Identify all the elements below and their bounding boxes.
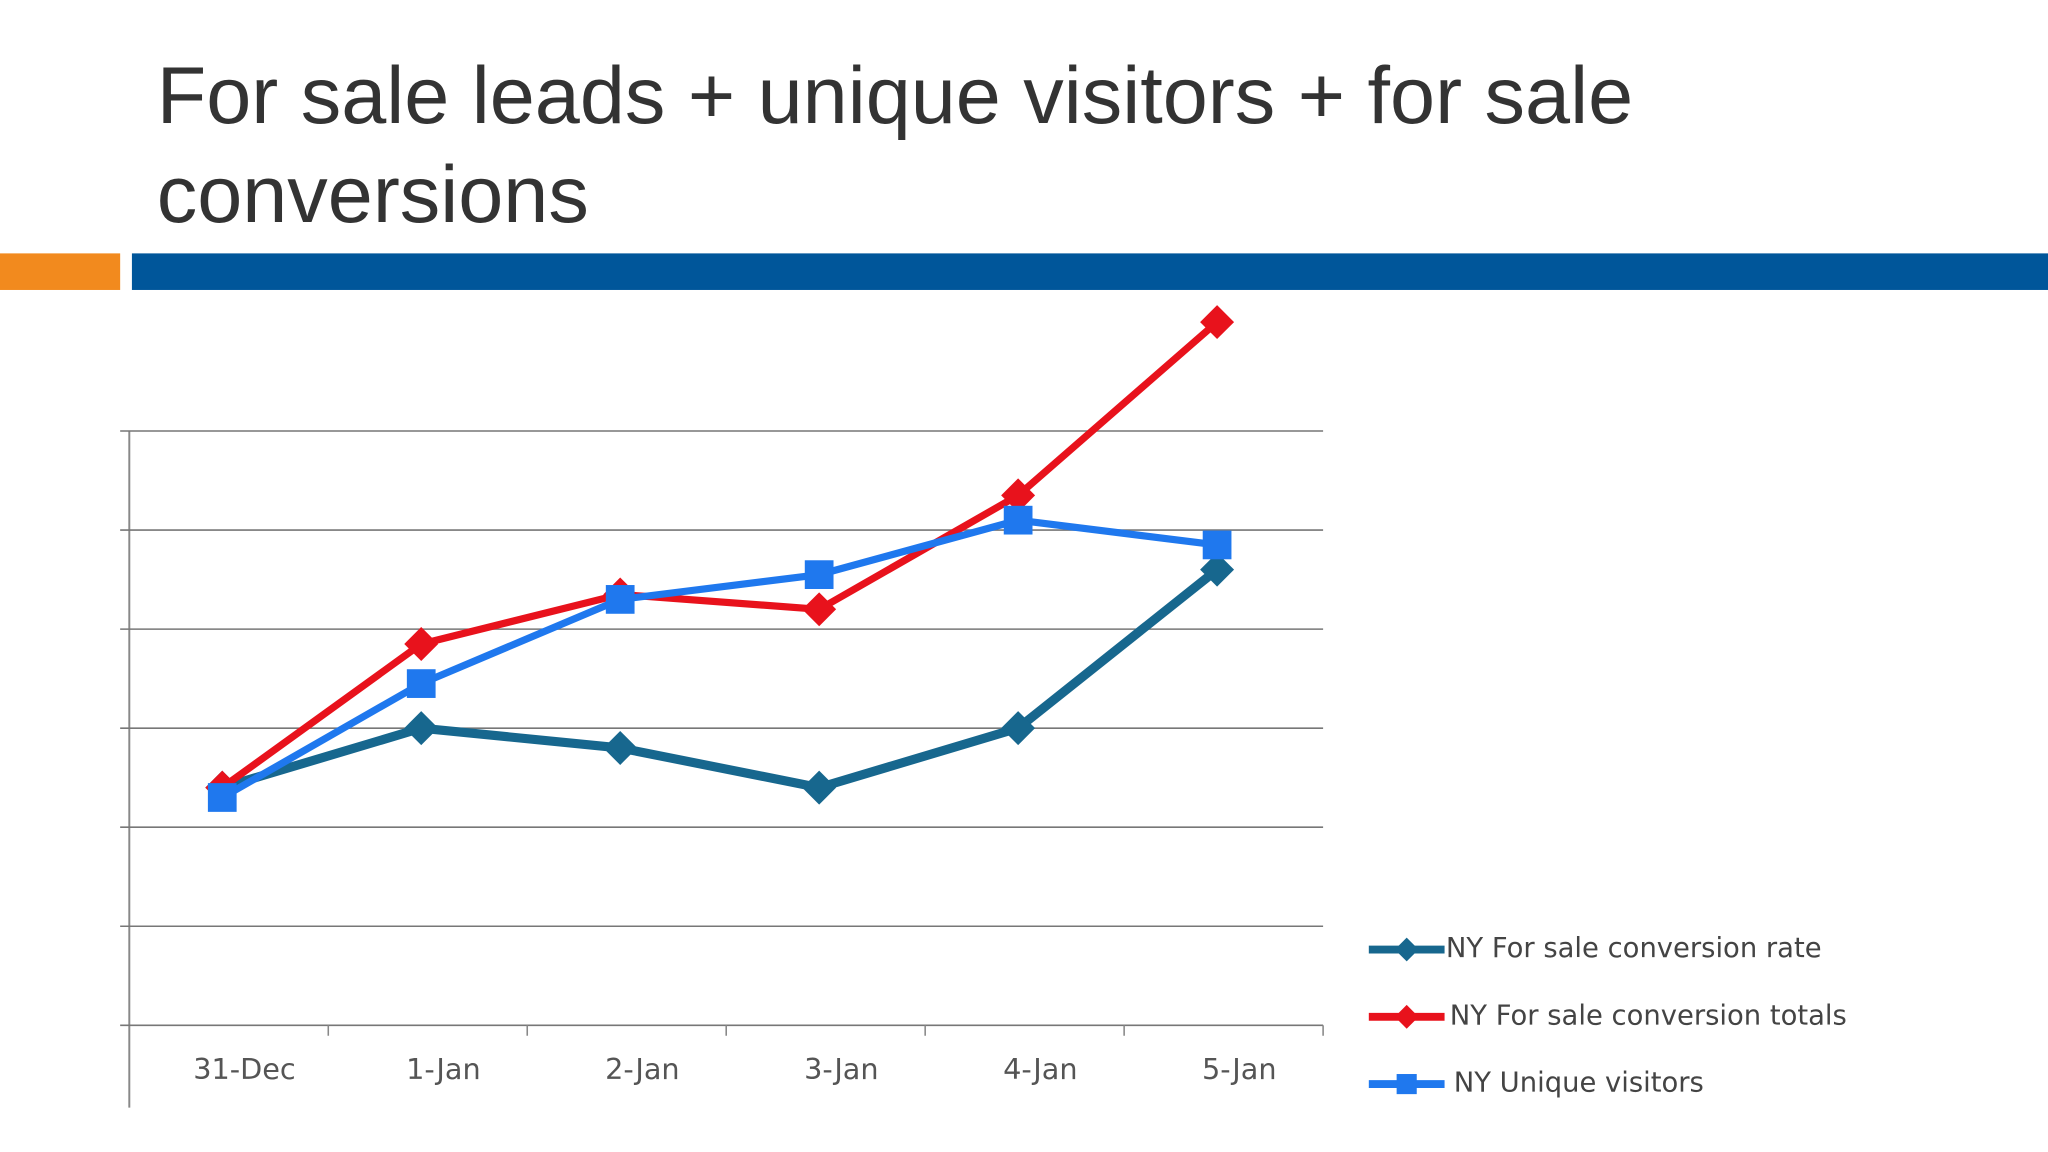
series-line <box>220 516 1218 801</box>
x-tick-label: 31-Dec <box>193 1052 295 1086</box>
legend-label: NY For sale conversion rate <box>1446 933 1822 964</box>
x-tick-label: 3-Jan <box>804 1052 879 1086</box>
legend-marker <box>1394 937 1419 962</box>
data-point <box>207 783 237 812</box>
data-point <box>804 560 834 590</box>
data-point <box>802 592 837 627</box>
x-tick-label: 2-Jan <box>605 1052 680 1086</box>
x-tick-label: 4-Jan <box>1003 1052 1078 1086</box>
data-point <box>404 711 439 746</box>
header-bar <box>131 253 2048 290</box>
legend-label: NY For sale conversion totals <box>1450 1000 1847 1031</box>
data-point <box>605 585 635 614</box>
x-tick-label: 1-Jan <box>406 1052 481 1086</box>
accent-bar <box>0 253 121 290</box>
data-point <box>404 626 439 661</box>
x-tick-label: 5-Jan <box>1202 1052 1277 1086</box>
data-point <box>1003 505 1033 535</box>
data-point <box>802 770 837 805</box>
legend-marker <box>1396 1074 1417 1095</box>
legend-label: NY Unique visitors <box>1454 1068 1704 1099</box>
slide-title: For sale leads + unique visitors + for s… <box>156 50 1634 241</box>
data-point <box>1202 530 1232 560</box>
legend-marker <box>1394 1004 1419 1029</box>
series-line <box>220 566 1220 793</box>
series-line <box>220 319 1220 791</box>
data-point <box>406 669 436 698</box>
data-point <box>603 730 638 765</box>
